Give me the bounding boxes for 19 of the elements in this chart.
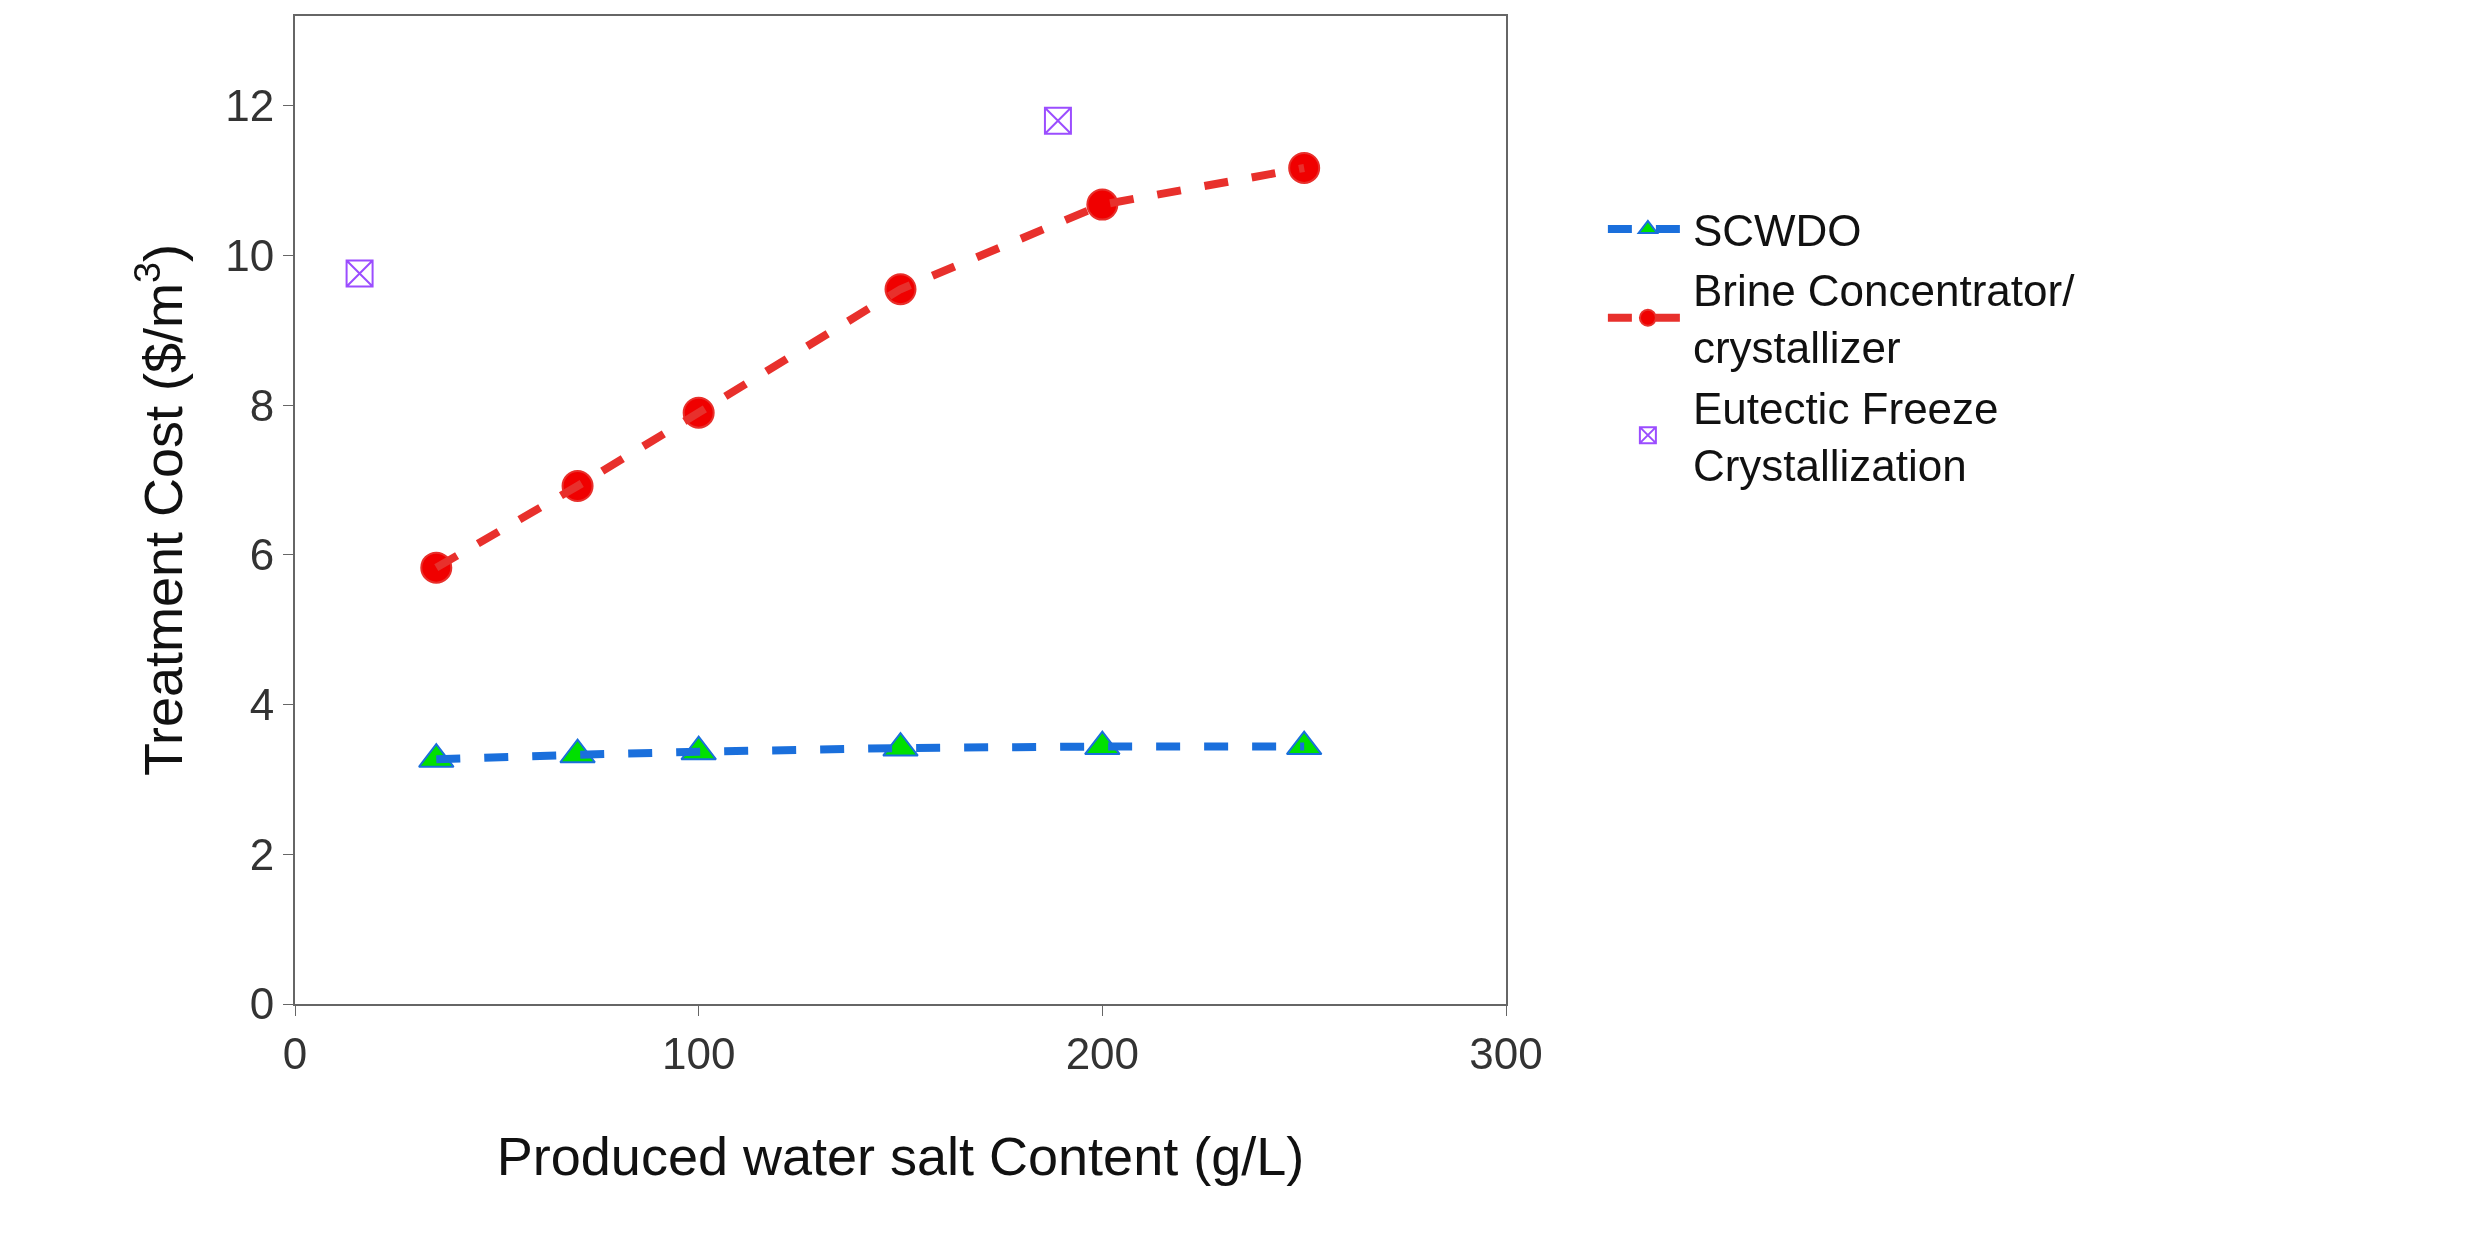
y-tick-label: 2: [249, 829, 275, 879]
point: [1043, 106, 1072, 135]
x-tick-label: 200: [1065, 1028, 1140, 1078]
y-tick-label: 4: [249, 680, 275, 730]
x-axis-title: Produced water salt Content (g/L): [496, 1125, 1305, 1186]
legend-label: SCWDO: [1692, 206, 1862, 256]
point: [1086, 188, 1119, 221]
y-tick-label: 6: [249, 530, 275, 580]
point: [1288, 151, 1321, 184]
legend-label: Brine Concentrator/ crystallizer: [1692, 266, 2076, 373]
point: [345, 259, 374, 288]
legend-label: Eutectic Freeze Crystallization: [1692, 383, 1999, 490]
y-tick-label: 12: [225, 81, 275, 131]
x-tick-label: 100: [661, 1028, 736, 1078]
y-tick-label: 10: [225, 230, 275, 280]
x-tick-label: 300: [1469, 1028, 1543, 1078]
x-tick-label: 0: [282, 1028, 308, 1078]
y-tick-label: 8: [249, 380, 275, 430]
y-tick-label: 0: [249, 979, 275, 1029]
